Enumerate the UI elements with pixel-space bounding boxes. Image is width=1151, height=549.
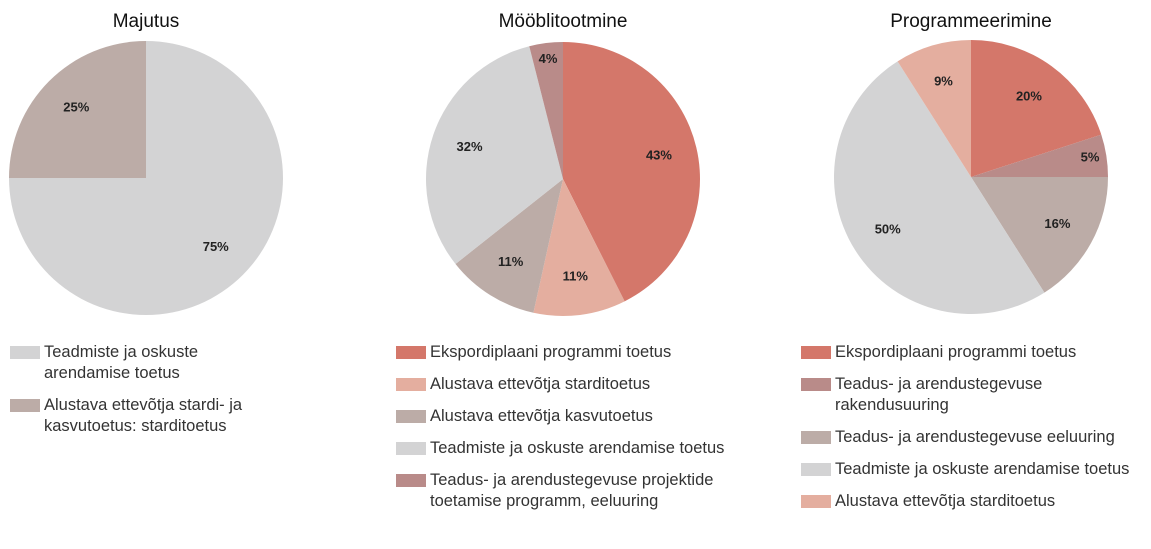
legend-swatch	[801, 346, 831, 359]
legend-label: Ekspordiplaani programmi toetus	[430, 343, 672, 361]
legend-label: Alustava ettevõtja kasvutoetus	[430, 407, 653, 425]
value-label: 50%	[875, 221, 901, 236]
legend-label: Teadmiste ja oskuste arendamise toetus	[430, 439, 725, 457]
value-label: 43%	[646, 148, 672, 163]
pie-slice	[563, 42, 700, 302]
value-label: 32%	[457, 139, 483, 154]
chart-title: Programmeerimine	[890, 11, 1052, 32]
legend-swatch	[10, 346, 40, 359]
pie-slice	[9, 41, 146, 178]
legend: Ekspordiplaani programmi toetus Teadus- j…	[801, 342, 1151, 523]
legend: Ekspordiplaani programmi toetus Alustava …	[396, 342, 756, 523]
legend-item: Ekspordiplaani programmi toetus	[396, 342, 756, 363]
legend-label: Teadus- ja arendustegevuse projektide to…	[430, 471, 714, 510]
legend-label: Teadus- ja arendustegevuse rakendusuurin…	[835, 375, 1043, 414]
legend-item: Teadus- ja arendustegevuse projektide to…	[396, 470, 756, 512]
legend-swatch	[801, 431, 831, 444]
pie-slice	[425, 46, 563, 264]
value-label: 11%	[563, 268, 589, 283]
legend-item: Teadmiste ja oskuste arendamise toetus	[801, 459, 1151, 480]
legend-label: Ekspordiplaani programmi toetus	[835, 343, 1077, 361]
legend-swatch	[801, 463, 831, 476]
value-label: 20%	[1016, 89, 1042, 104]
legend-label: Alustava ettevõtja starditoetus	[835, 492, 1056, 510]
value-label: 11%	[498, 254, 524, 269]
value-label: 16%	[1044, 216, 1070, 231]
chart-title: Mööblitootmine	[499, 11, 628, 32]
legend-swatch	[396, 378, 426, 391]
legend-label: Alustava ettevõtja starditoetus	[430, 375, 651, 393]
pie-slice	[529, 42, 563, 179]
pie-slice	[533, 179, 625, 316]
legend-item: Alustava ettevõtja starditoetus	[801, 491, 1151, 512]
pie-slice	[971, 134, 1108, 177]
legend-swatch	[396, 410, 426, 423]
legend: Teadmiste ja oskuste arendamise toetus Al…	[10, 342, 280, 448]
legend-swatch	[396, 346, 426, 359]
legend-swatch	[396, 474, 426, 487]
pie-slice	[897, 40, 971, 177]
value-label: 5%	[1081, 150, 1100, 165]
legend-label: Alustava ettevõtja stardi- ja kasvutoetu…	[44, 396, 243, 435]
legend-swatch	[10, 399, 40, 412]
value-label: 25%	[63, 100, 89, 115]
legend-item: Alustava ettevõtja stardi- ja kasvutoetu…	[10, 395, 280, 437]
legend-item: Alustava ettevõtja starditoetus	[396, 374, 756, 395]
pie-slice	[971, 40, 1102, 177]
legend-item: Alustava ettevõtja kasvutoetus	[396, 406, 756, 427]
legend-label: Teadus- ja arendustegevuse eeluuring	[835, 428, 1115, 446]
legend-label: Teadmiste ja oskuste arendamise toetus	[44, 343, 199, 382]
pie-slice	[834, 61, 1045, 315]
legend-swatch	[396, 442, 426, 455]
legend-item: Teadmiste ja oskuste arendamise toetus	[10, 342, 280, 384]
legend-swatch	[801, 495, 831, 508]
chart-title: Majutus	[113, 11, 180, 32]
pie-slice	[455, 179, 563, 313]
legend-item: Ekspordiplaani programmi toetus	[801, 342, 1151, 363]
value-label: 9%	[934, 74, 953, 89]
value-label: 75%	[203, 239, 229, 254]
pie-slice	[971, 177, 1108, 293]
legend-label: Teadmiste ja oskuste arendamise toetus	[835, 460, 1130, 478]
legend-item: Teadus- ja arendustegevuse eeluuring	[801, 427, 1151, 448]
value-label: 4%	[539, 51, 558, 66]
legend-item: Teadus- ja arendustegevuse rakendusuurin…	[801, 374, 1151, 416]
legend-swatch	[801, 378, 831, 391]
legend-item: Teadmiste ja oskuste arendamise toetus	[396, 438, 756, 459]
